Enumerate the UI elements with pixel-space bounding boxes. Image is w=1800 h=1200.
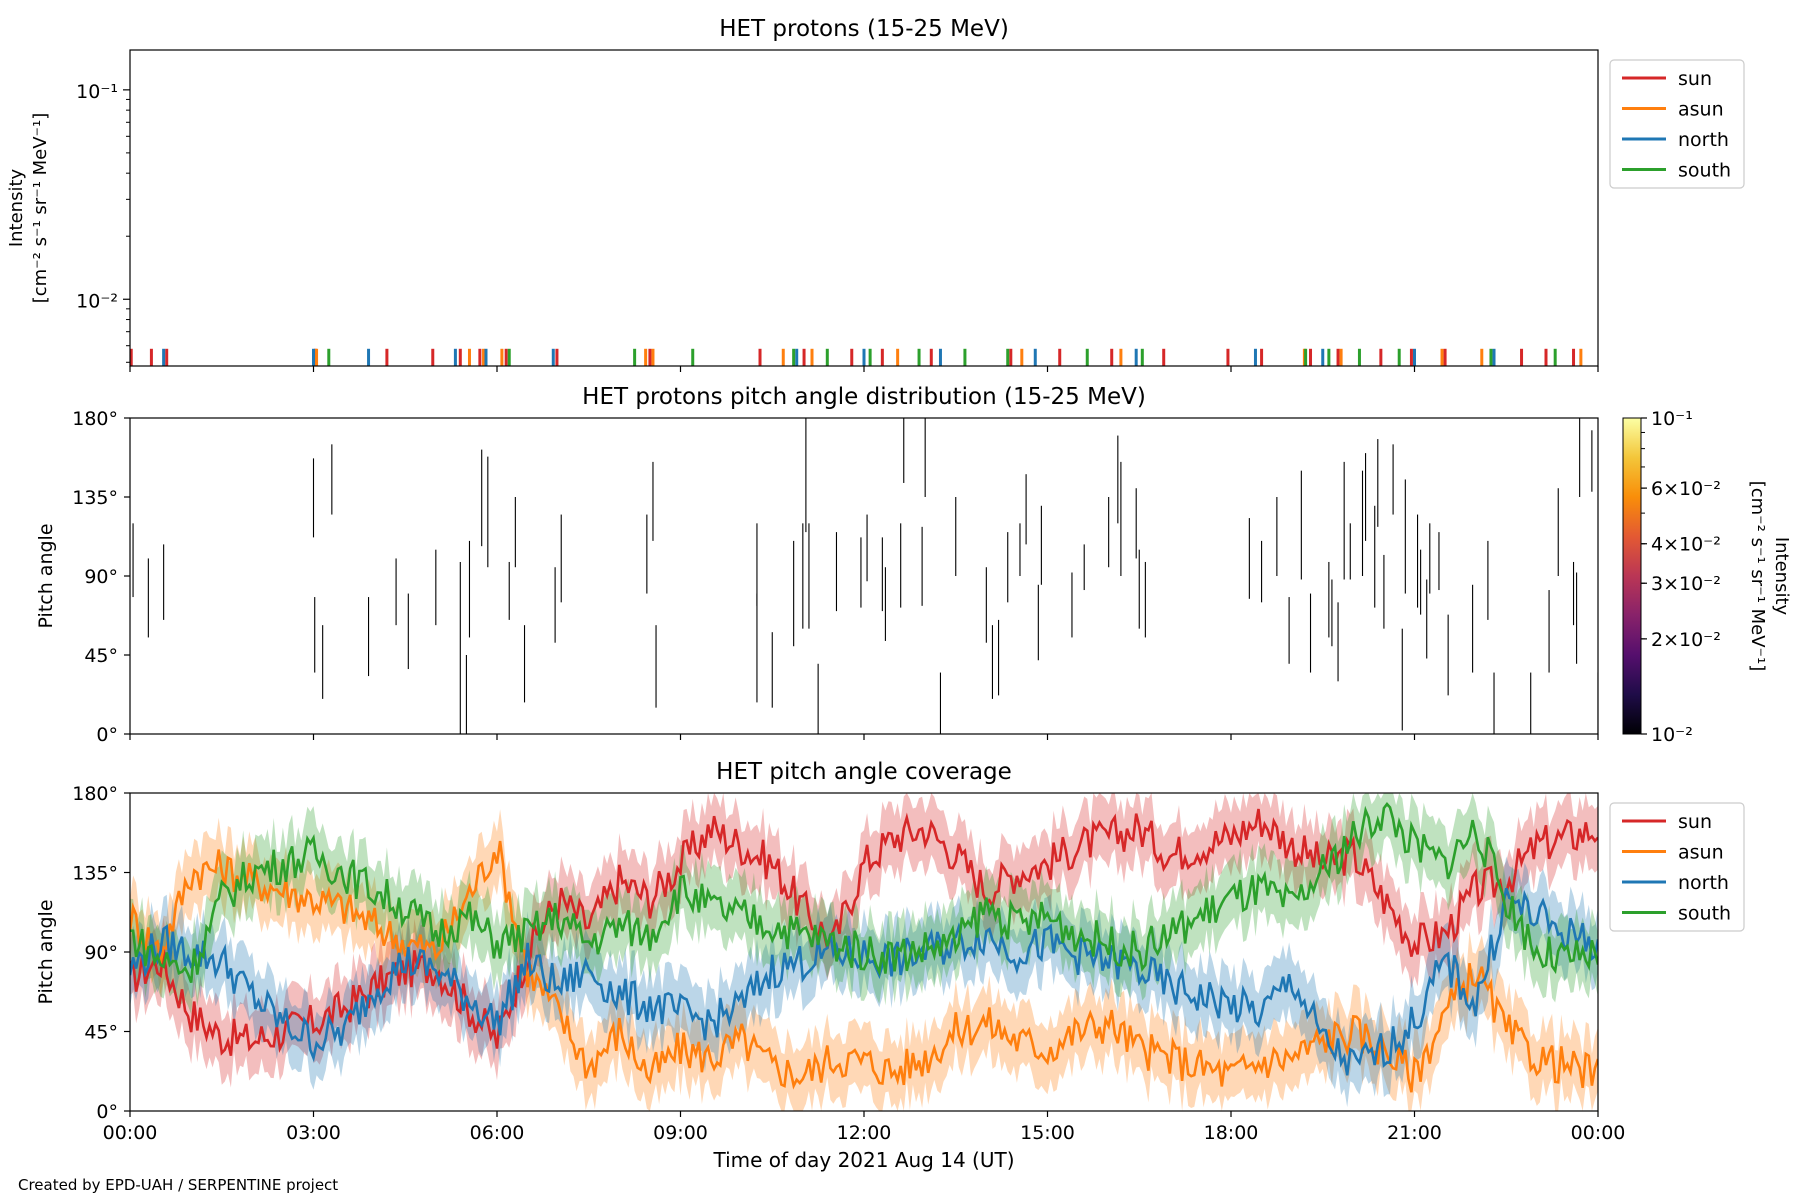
coverage-band-sun xyxy=(130,793,1598,1088)
colorbar-tick-label: 3×10⁻² xyxy=(1651,573,1721,595)
x-tick-label: 00:00 xyxy=(103,1122,158,1144)
coverage-line-asun xyxy=(130,840,1598,1093)
credit-text: Created by EPD-UAH / SERPENTINE project xyxy=(18,1176,339,1194)
coverage-band-south xyxy=(130,793,1598,1015)
y-tick-label: 180° xyxy=(72,783,118,805)
legend-label-asun: asun xyxy=(1678,842,1724,864)
coverage-line-sun xyxy=(130,808,1598,1056)
legend-label-south: south xyxy=(1678,160,1731,182)
y-axis-label-line1: Intensity xyxy=(6,168,27,247)
legend-label-sun: sun xyxy=(1678,68,1712,90)
y-axis-label: Pitch angle xyxy=(35,523,57,628)
panel-title-intensity: HET protons (15-25 MeV) xyxy=(719,16,1009,42)
colorbar-tick-label: 10⁻¹ xyxy=(1651,408,1693,430)
panel-title-coverage: HET pitch angle coverage xyxy=(716,759,1012,785)
colorbar-tick-label: 4×10⁻² xyxy=(1651,534,1721,556)
y-tick-label: 10⁻¹ xyxy=(76,81,118,103)
legend-label-north: north xyxy=(1678,872,1729,894)
intensity-marks xyxy=(130,348,1583,366)
x-tick-label: 03:00 xyxy=(286,1122,341,1144)
pad-marks xyxy=(132,418,1598,734)
panel-title-pad: HET protons pitch angle distribution (15… xyxy=(582,384,1146,410)
y-tick-label: 0° xyxy=(96,724,118,746)
x-tick-label: 00:00 xyxy=(1571,1122,1626,1144)
legend-box xyxy=(1609,802,1745,932)
y-axis-label-line2: [cm⁻² s⁻¹ sr⁻¹ MeV⁻¹] xyxy=(30,113,51,304)
colorbar-label-line1: Intensity xyxy=(1771,537,1792,616)
coverage-band-north xyxy=(130,856,1598,1108)
coverage-band-asun xyxy=(130,809,1598,1111)
legend-box xyxy=(1609,59,1745,189)
coverage-line-north xyxy=(130,887,1598,1076)
x-tick-label: 18:00 xyxy=(1204,1122,1259,1144)
y-tick-label: 90° xyxy=(84,566,118,588)
x-axis-label: Time of day 2021 Aug 14 (UT) xyxy=(712,1148,1014,1172)
y-tick-label: 45° xyxy=(84,1022,118,1044)
coverage-line-south xyxy=(130,801,1598,984)
plot-frame xyxy=(129,49,1599,367)
colorbar-tick-label: 10⁻² xyxy=(1651,724,1693,746)
colorbar-tick-label: 2×10⁻² xyxy=(1651,629,1721,651)
y-tick-label: 10⁻² xyxy=(76,290,118,312)
legend-label-south: south xyxy=(1678,903,1731,925)
legend-label-asun: asun xyxy=(1678,99,1724,121)
y-tick-label: 90° xyxy=(84,942,118,964)
y-tick-label: 135° xyxy=(72,863,118,885)
x-tick-label: 09:00 xyxy=(653,1122,708,1144)
x-tick-label: 12:00 xyxy=(837,1122,892,1144)
coverage-marks xyxy=(130,793,1598,1111)
y-tick-label: 135° xyxy=(72,487,118,509)
y-axis-label: Pitch angle xyxy=(35,899,57,1004)
x-tick-label: 06:00 xyxy=(470,1122,525,1144)
y-tick-label: 45° xyxy=(84,645,118,667)
legend-label-north: north xyxy=(1678,129,1729,151)
y-tick-label: 180° xyxy=(72,408,118,430)
legend-label-sun: sun xyxy=(1678,811,1712,833)
colorbar xyxy=(1622,417,1642,735)
x-tick-label: 15:00 xyxy=(1020,1122,1075,1144)
y-tick-label: 0° xyxy=(96,1101,118,1123)
x-tick-label: 21:00 xyxy=(1387,1122,1442,1144)
colorbar-tick-label: 6×10⁻² xyxy=(1651,478,1721,500)
colorbar-label-line2: [cm⁻² s⁻¹ sr⁻¹ MeV⁻¹] xyxy=(1747,481,1768,672)
